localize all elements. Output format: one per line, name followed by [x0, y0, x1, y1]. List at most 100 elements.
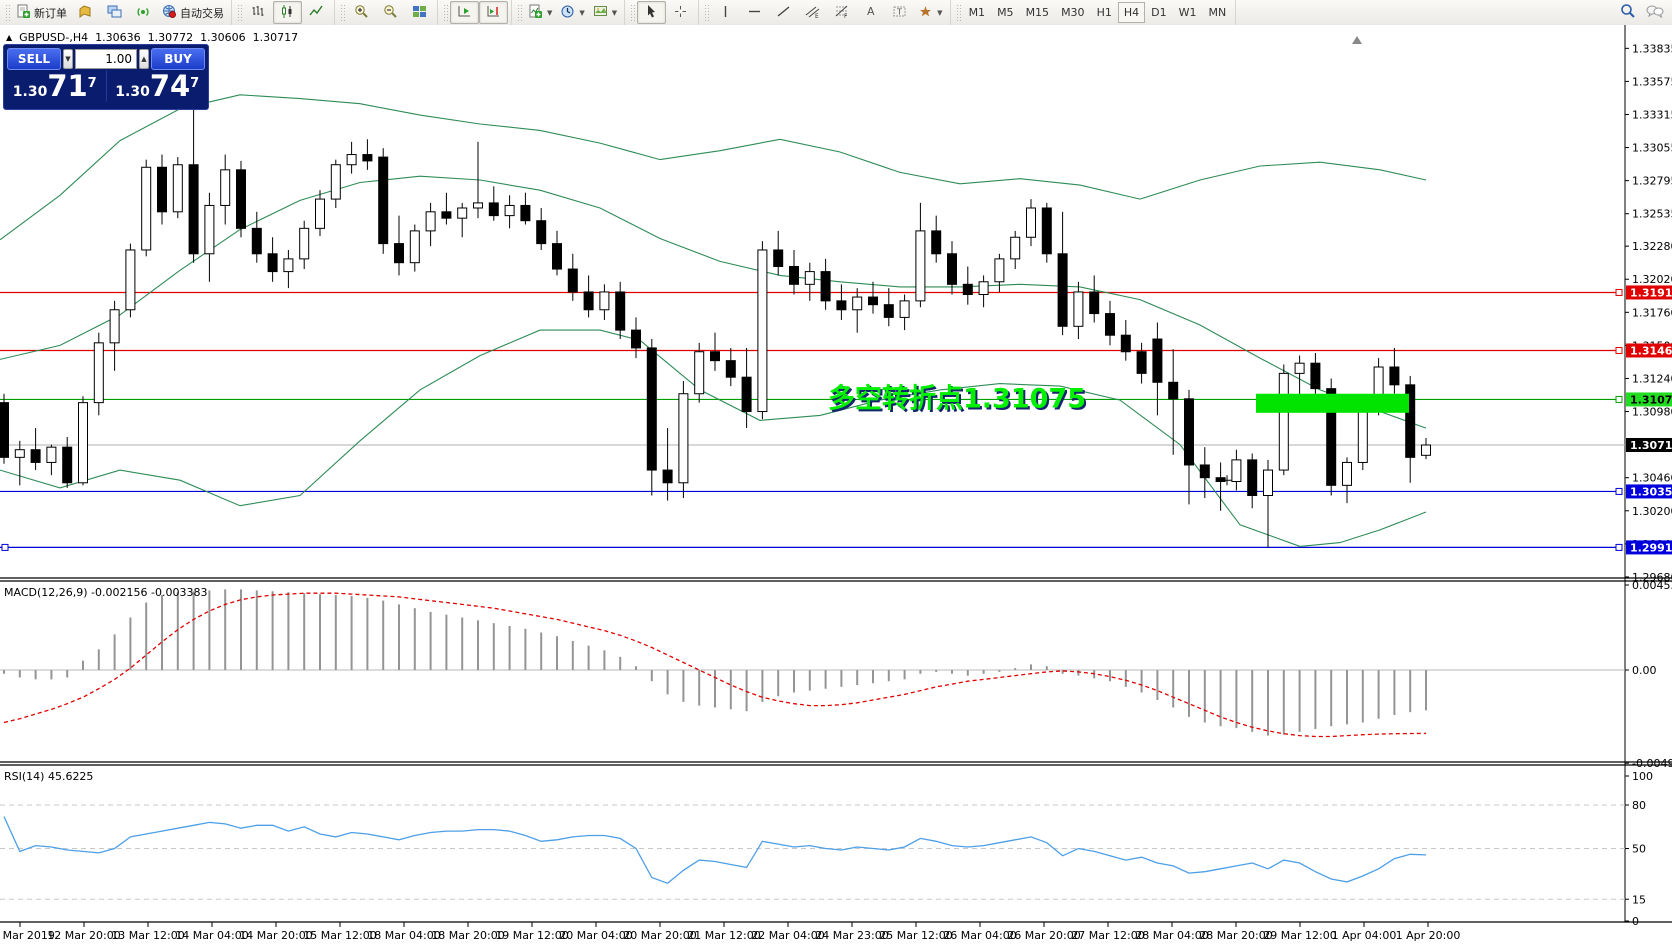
- symbol-name: GBPUSD-,H4: [19, 31, 89, 44]
- svg-text:18 Mar 20:00: 18 Mar 20:00: [431, 929, 504, 942]
- candle-body: [1026, 207, 1036, 238]
- trendline-button[interactable]: [769, 1, 798, 24]
- timeframe-h4-button[interactable]: H4: [1117, 2, 1146, 23]
- volume-input[interactable]: [75, 49, 137, 69]
- equidistant-channel-button[interactable]: E: [798, 1, 827, 24]
- candle-body: [1405, 384, 1416, 458]
- svg-text:T: T: [896, 7, 902, 16]
- templates-dropdown-icon[interactable]: ▼: [611, 8, 618, 17]
- timeframe-w1-button[interactable]: W1: [1178, 6, 1197, 19]
- search-icon[interactable]: [1620, 3, 1636, 22]
- text-button[interactable]: A: [856, 1, 885, 24]
- svg-text:1.30352: 1.30352: [1630, 485, 1672, 498]
- indicators-dropdown-icon[interactable]: ▼: [547, 8, 553, 17]
- sell-button[interactable]: SELL: [7, 48, 61, 70]
- toolbar-grip: [5, 3, 10, 22]
- svg-text:F: F: [844, 13, 848, 19]
- svg-text:100: 100: [1632, 770, 1653, 783]
- chart-window[interactable]: 1.33835 1.33575 1.33315 1.33055 1.32795 1.325…: [0, 25, 1672, 949]
- zoom-in-button[interactable]: [347, 1, 376, 24]
- chart-shift-marker[interactable]: [1352, 36, 1362, 44]
- svg-text:1.32280: 1.32280: [1632, 240, 1672, 253]
- buy-button[interactable]: BUY: [151, 48, 205, 70]
- periods-dropdown-icon[interactable]: ▼: [579, 8, 585, 17]
- svg-text:0.004536: 0.004536: [1632, 579, 1672, 592]
- chart-profiles-button[interactable]: [71, 1, 100, 24]
- new-order-icon: [16, 4, 31, 22]
- svg-text:A: A: [867, 5, 875, 18]
- horizontal-level-lines[interactable]: [0, 288, 1625, 551]
- highlight-rectangle[interactable]: [1256, 393, 1409, 413]
- data-window-button[interactable]: [100, 1, 129, 24]
- buy-price[interactable]: 1.30 74 7: [107, 70, 209, 101]
- vertical-line-button[interactable]: [711, 1, 740, 24]
- new-order-button[interactable]: 新订单: [12, 1, 71, 24]
- candle-body: [1105, 313, 1115, 336]
- news-signal-button[interactable]: [129, 1, 158, 24]
- timeframe-m30-button[interactable]: M30: [1061, 6, 1085, 19]
- candlestick-chart-button[interactable]: [273, 1, 302, 24]
- volume-up-button[interactable]: ▲: [139, 49, 149, 69]
- chart-shift-button[interactable]: [479, 1, 508, 24]
- text-label-button[interactable]: T: [885, 1, 914, 24]
- candle-body: [1089, 291, 1100, 315]
- candle-body: [741, 376, 752, 413]
- volume-down-button[interactable]: ▼: [63, 49, 73, 69]
- arrows-dropdown-icon[interactable]: ▼: [937, 8, 943, 17]
- periods-button[interactable]: ▼: [556, 1, 588, 24]
- svg-text:1.31916: 1.31916: [1630, 286, 1672, 299]
- auto-trading-label: 自动交易: [180, 6, 224, 20]
- chart-canvas[interactable]: 1.33835 1.33575 1.33315 1.33055 1.32795 1.325…: [0, 25, 1672, 949]
- arrows-button[interactable]: ▼: [914, 1, 946, 24]
- svg-text:15: 15: [1632, 893, 1646, 906]
- timeframe-d1-button[interactable]: D1: [1151, 6, 1167, 19]
- chat-icon[interactable]: [1646, 4, 1664, 22]
- zoom-out-button[interactable]: [376, 1, 405, 24]
- candle-body: [646, 347, 657, 471]
- cursor-button[interactable]: [637, 1, 667, 24]
- timeframe-mn-button[interactable]: MN: [1208, 6, 1227, 19]
- timeframe-m15-button[interactable]: M15: [1025, 6, 1050, 19]
- macd-label: MACD(12,26,9) -0.002156 -0.003383: [4, 586, 207, 599]
- candle-body: [725, 360, 736, 378]
- buy-price-big: 74: [149, 69, 191, 103]
- candle-body: [599, 291, 610, 311]
- horizontal-line-button[interactable]: [740, 1, 769, 24]
- auto-scroll-button[interactable]: [450, 1, 479, 24]
- fibonacci-button[interactable]: F: [827, 1, 856, 24]
- data-window-icon: [107, 4, 122, 22]
- candle-body: [1310, 362, 1321, 390]
- toolbar-grip: [340, 3, 345, 22]
- sell-price[interactable]: 1.30 71 7: [4, 70, 106, 101]
- timeframe-m1-button[interactable]: M1: [968, 6, 986, 19]
- candle-body: [662, 469, 673, 484]
- auto-trading-button[interactable]: 自动交易: [158, 1, 228, 24]
- crosshair-button[interactable]: [666, 1, 695, 24]
- candle-body: [962, 283, 973, 295]
- candle-body: [1215, 477, 1226, 483]
- crosshair-icon: [673, 4, 688, 22]
- candle-body: [473, 202, 483, 209]
- line-chart-button[interactable]: [302, 1, 331, 24]
- svg-text:1 Apr 20:00: 1 Apr 20:00: [1396, 929, 1461, 942]
- indicators-button[interactable]: ▼: [524, 1, 556, 24]
- symbol-info-bar: ▲ GBPUSD-,H4 1.30636 1.30772 1.30606 1.3…: [6, 31, 298, 44]
- candle-body: [931, 230, 942, 255]
- svg-text:19 Mar 12:00: 19 Mar 12:00: [495, 929, 568, 942]
- one-click-trading-panel: SELL ▼ ▲ BUY 1.30 71 7 1.30 74 7: [3, 44, 209, 110]
- timeframe-m5-button[interactable]: M5: [997, 6, 1014, 19]
- candle-body: [1041, 207, 1052, 255]
- candle-body: [1152, 338, 1163, 383]
- candle-body: [188, 164, 199, 255]
- timeframe-h1-button[interactable]: H1: [1096, 6, 1112, 19]
- tile-windows-button[interactable]: [405, 1, 434, 24]
- templates-button[interactable]: ▼: [589, 1, 621, 24]
- svg-text:18 Mar 04:00: 18 Mar 04:00: [367, 929, 440, 942]
- price-label: 1.31916: [1626, 285, 1672, 300]
- collapse-triangle-icon[interactable]: ▲: [6, 33, 13, 42]
- candle-body: [141, 166, 152, 251]
- tile-windows-icon: [412, 4, 427, 22]
- svg-text:1.30717: 1.30717: [1630, 439, 1672, 452]
- bar-chart-button[interactable]: [244, 1, 273, 24]
